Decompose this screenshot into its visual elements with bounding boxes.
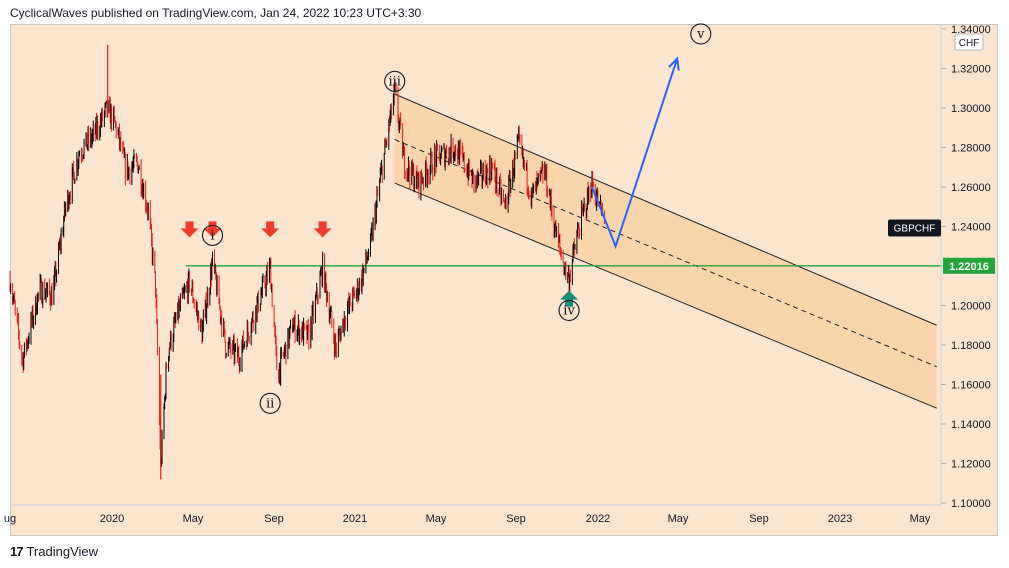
symbol-tag-text: GBPCHF (894, 223, 936, 234)
candlestick-series (9, 44, 605, 480)
wave-label-circle (201, 224, 224, 246)
x-tick-label: May (910, 513, 931, 525)
projection-arrowhead-icon (668, 56, 680, 71)
channel-lower-line (394, 182, 937, 409)
channel-fill (394, 94, 937, 409)
projection-path (591, 58, 679, 250)
axis-tags: 1.22016 GBPCHF (888, 219, 995, 274)
y-tick-label: 1.20000 (951, 300, 991, 312)
channel-median-dashed-line (394, 139, 937, 368)
wave-label-iv: iv (563, 303, 575, 318)
y-tick-label: 1.10000 (951, 498, 991, 510)
tradingview-logo-icon: 17 (10, 543, 24, 559)
down-arrow-icon (313, 221, 332, 238)
descending-channel (394, 93, 937, 409)
wave-label-circle (558, 299, 580, 321)
y-tick-label: 1.24000 (951, 221, 991, 233)
symbol-tag (888, 219, 941, 237)
x-tick-label: ug (4, 513, 16, 525)
y-tick-label: 1.32000 (951, 63, 991, 75)
x-tick-label: Sep (264, 513, 284, 525)
x-tick-label: 2021 (343, 513, 367, 525)
chart-frame[interactable] (10, 24, 998, 536)
price-axis[interactable]: 1.34000 1.32000 1.30000 1.28000 1.26000 1.240… (940, 24, 991, 510)
wave-label-circle (384, 70, 406, 92)
down-arrow-icon (261, 221, 280, 238)
wave-label-circle (690, 23, 712, 45)
up-arrow-icon (560, 290, 579, 307)
channel-upper-line (394, 93, 937, 326)
wave-label-circle (259, 392, 281, 414)
x-tick-label: Sep (506, 513, 526, 525)
price-label-text: 1.22016 (949, 261, 989, 273)
arrow-markers (180, 221, 579, 307)
wave-label-v: v (696, 27, 705, 42)
y-tick-label: 1.28000 (951, 142, 991, 154)
y-tick-label: 1.18000 (951, 340, 991, 352)
y-tick-label: 1.14000 (951, 419, 991, 431)
currency-badge[interactable] (954, 33, 984, 51)
footer-brand[interactable]: 17 TradingView (10, 542, 98, 560)
publication-header: CyclicalWaves published on TradingView.c… (10, 6, 422, 20)
y-tick-label: 1.16000 (951, 380, 991, 392)
y-tick-label: 1.12000 (951, 459, 991, 471)
x-tick-label: Sep (749, 513, 769, 525)
down-arrow-icon (203, 221, 222, 238)
y-tick-label: 1.26000 (951, 182, 991, 194)
footer-brand-label: TradingView (26, 543, 99, 559)
x-tick-label: May (426, 513, 447, 525)
x-tick-label: 2020 (100, 513, 124, 525)
price-label-tag (943, 257, 995, 274)
x-tick-label: 2023 (828, 513, 852, 525)
down-arrow-icon (180, 221, 199, 238)
currency-label: CHF (959, 38, 980, 49)
y-tick-label: 1.34000 (951, 24, 991, 36)
wave-label-iii: iii (388, 74, 400, 89)
x-tick-label: May (183, 513, 204, 525)
wave-label-i: i (210, 228, 214, 243)
y-tick-label: 1.30000 (951, 103, 991, 115)
projection-group (591, 56, 680, 250)
x-tick-label: 2022 (586, 513, 610, 525)
x-tick-label: May (668, 513, 689, 525)
wave-label-ii: ii (266, 396, 274, 411)
time-axis[interactable]: ug 2020 May Sep 2021 May Sep 2022 May Sep 2023 May (4, 504, 941, 525)
